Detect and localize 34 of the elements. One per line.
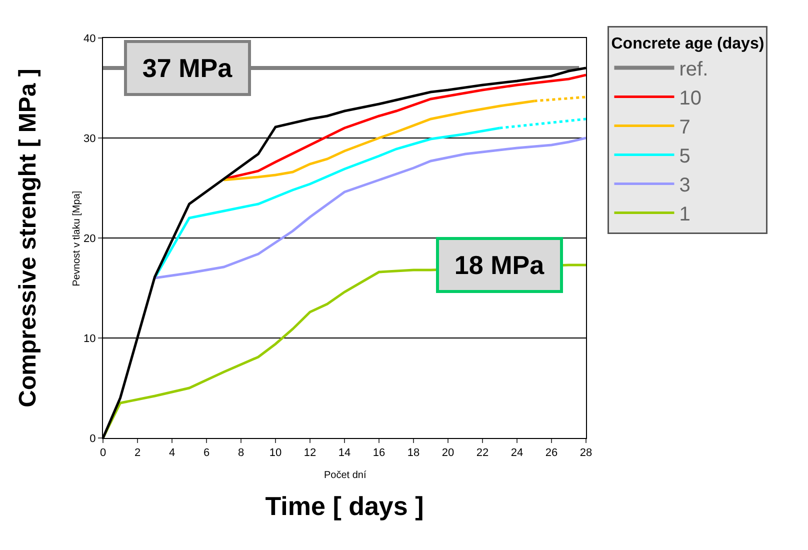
text: Pevnost v tlaku [Mpa] — [71, 190, 82, 286]
x-tick-label: 26 — [545, 447, 558, 460]
x-tick-label: 6 — [203, 447, 210, 460]
annotation: 18 MPa — [454, 250, 545, 280]
x-tick-label: 22 — [476, 447, 489, 460]
x-tick-label: 16 — [372, 447, 386, 460]
x-tick-label: 10 — [269, 447, 282, 460]
x-tick-label: 28 — [580, 447, 592, 460]
legend-label: 3 — [679, 174, 690, 197]
legend-label: 7 — [679, 116, 690, 139]
legend-label: 10 — [679, 88, 702, 110]
y-axis-title: Compressive strenght [ MPa ] — [14, 68, 42, 408]
x-tick-label: 20 — [442, 447, 454, 460]
legend-label: ref. — [679, 58, 708, 81]
x-tick-label: 2 — [134, 447, 141, 460]
x-tick-label: 12 — [304, 447, 316, 460]
x-tick-label: 24 — [510, 447, 524, 460]
x-tick-label: 18 — [407, 447, 420, 460]
x-axis-title: Time [ days ] — [265, 490, 424, 521]
legend-label: 5 — [679, 146, 690, 168]
x-tick-label: 4 — [168, 447, 176, 460]
annotation: 37 MPa — [142, 53, 233, 83]
y-tick-label: 20 — [84, 232, 96, 245]
legend-title: Concrete age (days) — [611, 35, 764, 52]
y-tick-label: 10 — [84, 332, 96, 345]
line-series — [154, 136, 586, 280]
text: Počet dní — [324, 470, 366, 481]
x-tick-label: 0 — [100, 447, 106, 460]
y-tick-label: 30 — [84, 132, 96, 145]
y-tick-label: 40 — [84, 32, 96, 45]
y-tick-label: 0 — [90, 432, 96, 445]
x-tick-label: 8 — [238, 447, 244, 460]
x-tick-label: 14 — [338, 447, 351, 460]
legend-label: 1 — [679, 204, 690, 226]
